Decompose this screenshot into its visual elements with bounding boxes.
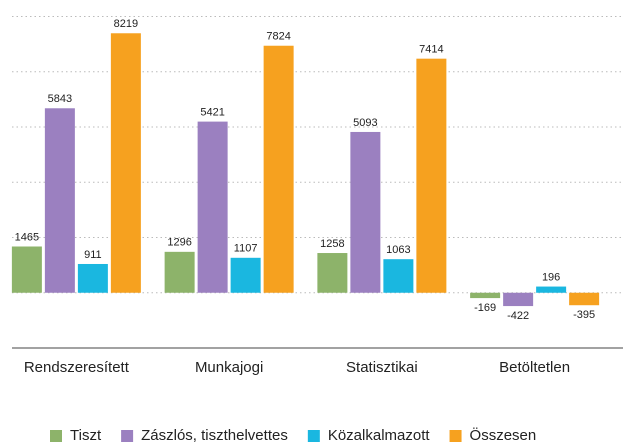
bar (44, 108, 75, 293)
data-label: 196 (542, 271, 560, 283)
data-label: 5421 (200, 107, 224, 119)
legend-label: Közalkalmazott (328, 427, 431, 443)
bar (383, 259, 414, 293)
x-tick-label: Betöltetlen (499, 359, 570, 376)
data-label: 1063 (386, 244, 410, 256)
data-label: 1258 (320, 238, 344, 250)
bar (110, 33, 141, 293)
data-label: -169 (474, 302, 496, 314)
bar (536, 286, 567, 293)
bar (416, 58, 447, 293)
legend-label: Tiszt (70, 427, 102, 443)
data-label: 8219 (114, 18, 138, 30)
bar (350, 131, 381, 293)
data-label: 911 (84, 249, 102, 261)
bar (503, 292, 534, 307)
bar (470, 292, 501, 299)
x-tick-label: Statisztikai (346, 359, 418, 376)
bar (11, 246, 42, 293)
bar (77, 263, 108, 293)
x-tick-label: Munkajogi (195, 359, 263, 376)
data-label: 5843 (48, 93, 72, 105)
legend-label: Összesen (470, 426, 537, 443)
legend-swatch (50, 430, 62, 442)
bar (164, 251, 195, 293)
x-tick-label: Rendszeresített (24, 359, 130, 376)
data-label: 5093 (353, 117, 377, 129)
bar (197, 121, 228, 293)
legend-label: Zászlós, tiszthelvettes (141, 427, 288, 443)
bar (263, 45, 294, 293)
legend-swatch (121, 430, 134, 442)
data-label: 7414 (419, 44, 443, 56)
bar (569, 292, 600, 306)
data-label: 1465 (15, 231, 39, 243)
data-label: -422 (507, 310, 529, 322)
data-label: -395 (573, 309, 595, 321)
bar (230, 257, 261, 293)
bar (317, 253, 348, 293)
data-label: 1296 (167, 237, 191, 249)
legend-swatch (307, 430, 320, 442)
data-label: 7824 (266, 31, 290, 43)
legend-swatch (449, 430, 462, 442)
data-label: 1107 (234, 243, 258, 255)
